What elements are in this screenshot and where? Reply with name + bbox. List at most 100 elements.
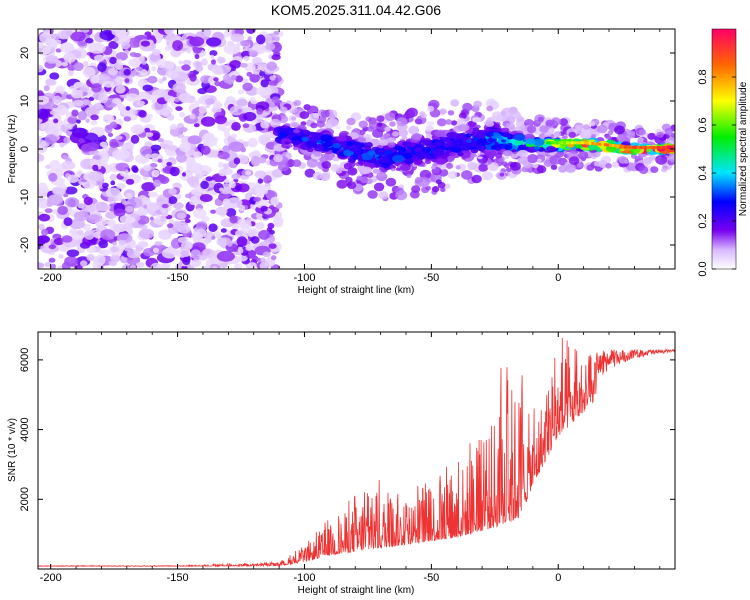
spectrogram-cell	[605, 134, 612, 140]
spectrogram-cell	[266, 61, 278, 71]
spectrogram-cell	[259, 262, 268, 269]
spectrogram-cell	[293, 129, 300, 134]
spectrogram-cell	[217, 161, 224, 168]
spectrogram-cell	[346, 125, 352, 130]
spectrogram-cell	[49, 110, 56, 115]
spectrogram-cell	[351, 156, 358, 160]
spectrogram-cell	[662, 146, 666, 150]
spectrogram-cell	[669, 146, 673, 150]
spectrogram-cell	[52, 104, 58, 109]
spectrogram-cell	[69, 85, 77, 91]
spectrogram-cell	[115, 85, 126, 94]
spectrogram-cell	[568, 156, 580, 165]
spectrogram-cell	[61, 61, 68, 67]
spectrogram-cell	[124, 78, 130, 83]
spectrogram-cell	[260, 120, 270, 129]
spectrogram-cell	[358, 161, 364, 165]
spectrogram-cell	[84, 142, 100, 152]
spectrogram-cell	[532, 138, 545, 146]
spectrogram-cell	[230, 74, 237, 81]
spectrogram-cell	[109, 141, 120, 148]
spectrogram-cell	[243, 55, 250, 61]
spectrogram-cell	[142, 84, 154, 92]
spectrogram-cell	[268, 243, 277, 249]
spectrogram-cell	[178, 60, 183, 65]
y-tick-label: 2000	[19, 487, 31, 511]
chart-title: KOM5.2025.311.04.42.G06	[271, 2, 441, 18]
spectrogram-cell	[217, 151, 230, 160]
spectrogram-cell	[225, 96, 236, 107]
spectrogram-cell	[48, 257, 56, 263]
spectrogram-cell	[121, 264, 128, 269]
spectrogram-cell	[38, 154, 43, 160]
spectrogram-cell	[154, 241, 163, 247]
spectrogram-cell	[501, 131, 511, 138]
spectrogram-cell	[254, 170, 267, 179]
spectrogram-cell	[164, 165, 171, 171]
spectrogram-cell	[59, 42, 75, 53]
spectrogram-cell	[577, 151, 589, 160]
spectrogram-cell	[151, 169, 160, 177]
spectrogram-cell	[159, 263, 169, 269]
snr-frame	[37, 331, 676, 570]
spectrogram-cell	[76, 119, 81, 124]
spectrogram-cell	[107, 68, 118, 76]
spectrogram-cell	[507, 142, 513, 146]
spectrogram-cell	[511, 149, 517, 153]
spectrogram-cell	[130, 124, 145, 135]
spectrogram-cell	[359, 129, 366, 135]
spectrogram-cell	[145, 132, 154, 138]
spectrogram-cell	[245, 170, 252, 176]
spectrogram-cell	[611, 161, 620, 168]
spectrogram-cell	[90, 114, 99, 121]
spectrogram-cell	[594, 160, 601, 167]
spectrogram-cell	[125, 205, 134, 213]
spectrogram-cell	[465, 133, 473, 138]
spectrogram-cell	[458, 112, 467, 120]
spectrogram-cell	[405, 109, 416, 118]
spectrogram-cell	[237, 155, 249, 165]
spectrogram-cell	[107, 132, 114, 137]
spectrogram-cell	[115, 162, 130, 172]
spectrogram-cell	[312, 171, 323, 180]
spectrogram-cell	[217, 67, 224, 72]
spectrogram-cell	[514, 133, 526, 141]
spectrogram-cell	[558, 141, 562, 145]
spectrogram-cell	[619, 144, 623, 148]
spectrogram-cell	[616, 134, 626, 142]
spectrogram-cell	[550, 164, 558, 170]
spectrogram-cell	[88, 96, 95, 102]
spectrogram-cell	[618, 156, 628, 164]
spectrogram-cell	[215, 206, 228, 216]
spectrogram-cell	[110, 255, 118, 261]
spectrogram-cell	[72, 99, 84, 107]
spectrogram-cell	[389, 121, 396, 127]
spectrogram-cell	[120, 198, 126, 203]
spectrogram-cell	[247, 229, 258, 237]
spectrogram-cell	[48, 172, 58, 182]
spectrogram-cell	[125, 192, 133, 200]
spectrogram-cell	[565, 163, 576, 173]
spectrogram-cell	[38, 262, 45, 269]
spectrogram-cell	[439, 108, 447, 115]
spectrogram-cell	[578, 141, 582, 145]
spectrogram-cell	[575, 126, 582, 132]
spectrogram-y-axis-title: Frequency (Hz)	[7, 115, 18, 184]
spectrogram-cell	[345, 176, 353, 184]
spectrogram-cell	[101, 249, 110, 257]
spectrogram-cell	[95, 201, 108, 212]
spectrogram-cell	[211, 59, 216, 65]
spectrogram-cell	[526, 125, 537, 134]
spectrogram-cell	[43, 85, 50, 92]
spectrogram-cell	[336, 179, 348, 189]
spectrogram-cell	[611, 144, 615, 147]
spectrogram-cell	[425, 185, 432, 191]
spectrogram-cell	[395, 190, 408, 201]
spectrogram-cell	[629, 145, 633, 149]
spectrogram-cell	[425, 133, 433, 139]
spectrogram-cell	[163, 94, 171, 100]
spectrogram-cell	[69, 228, 78, 235]
spectrogram-cell	[140, 69, 148, 77]
spectrogram-cell	[471, 174, 482, 184]
spectrogram-cell	[402, 141, 408, 146]
